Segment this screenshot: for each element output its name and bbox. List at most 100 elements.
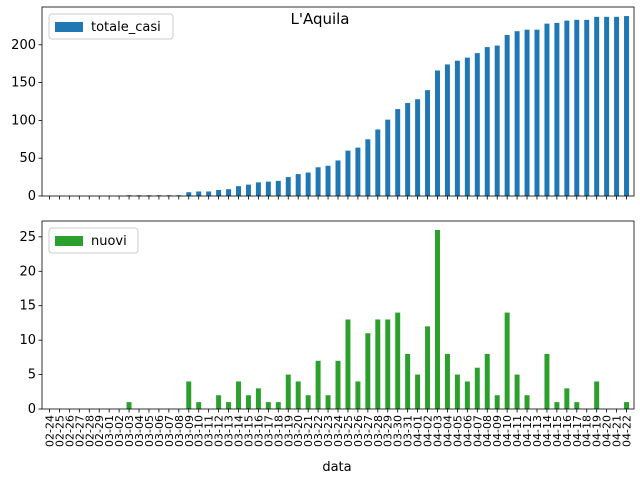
bar-nuovi-04-01 — [415, 374, 421, 409]
chart-title: L'Aquila — [290, 10, 349, 28]
x-axis-label: data — [322, 460, 351, 475]
bar-totale_casi-03-14 — [236, 186, 241, 196]
bar-nuovi-03-15 — [245, 395, 251, 409]
bar-totale_casi-03-29 — [385, 119, 391, 196]
legend-swatch-totale_casi — [55, 22, 83, 32]
bar-totale_casi-03-23 — [325, 165, 331, 196]
bar-nuovi-03-03 — [126, 402, 132, 409]
bar-totale_casi-03-22 — [315, 167, 321, 196]
bar-totale_casi-04-12 — [524, 29, 530, 197]
x-tick-label-04-13: 04-13 — [531, 415, 544, 447]
bar-totale_casi-04-22 — [624, 16, 630, 196]
bar-nuovi-04-04 — [444, 353, 450, 409]
bar-nuovi-03-14 — [236, 381, 241, 409]
x-tick-label-04-16: 04-16 — [561, 415, 574, 447]
bar-nuovi-03-20 — [295, 381, 301, 409]
bar-totale_casi-03-18 — [275, 180, 281, 196]
legend-label-totale_casi: totale_casi — [91, 20, 161, 35]
bar-totale_casi-04-15 — [554, 22, 560, 196]
bar-nuovi-03-29 — [385, 319, 391, 409]
x-tick-label-02-27: 02-27 — [73, 415, 86, 447]
bar-totale_casi-04-06 — [464, 57, 470, 196]
x-tick-label-03-26: 03-26 — [352, 415, 365, 447]
bar-nuovi-04-22 — [624, 402, 630, 409]
bar-totale_casi-03-28 — [375, 129, 381, 196]
bar-totale_casi-03-26 — [355, 147, 361, 196]
bar-nuovi-04-08 — [484, 353, 490, 409]
x-tick-label-02-28: 02-28 — [83, 415, 96, 447]
bar-nuovi-03-12 — [216, 395, 222, 409]
x-tick-label-04-04: 04-04 — [441, 415, 454, 447]
y-tick-label-totale_casi-150: 150 — [11, 76, 36, 91]
bar-nuovi-03-21 — [305, 395, 311, 409]
x-tick-label-03-06: 03-06 — [153, 415, 166, 447]
bar-totale_casi-04-16 — [564, 20, 570, 196]
x-tick-label-04-20: 04-20 — [601, 415, 614, 447]
x-tick-label-03-22: 03-22 — [312, 415, 325, 447]
x-tick-label-04-21: 04-21 — [611, 415, 624, 447]
y-tick-label-totale_casi-0: 0 — [28, 189, 36, 204]
bar-nuovi-04-11 — [514, 374, 520, 409]
bar-nuovi-03-09 — [186, 381, 192, 409]
x-tick-label-04-15: 04-15 — [551, 415, 564, 447]
x-tick-label-03-27: 03-27 — [362, 415, 375, 447]
bar-totale_casi-03-15 — [245, 184, 251, 196]
x-tick-label-03-17: 03-17 — [262, 415, 275, 447]
bar-totale_casi-04-02 — [425, 90, 431, 196]
x-tick-label-04-12: 04-12 — [521, 415, 534, 447]
x-tick-label-03-29: 03-29 — [382, 415, 395, 447]
bar-totale_casi-04-09 — [494, 45, 500, 196]
x-tick-label-03-03: 03-03 — [123, 415, 136, 447]
bar-nuovi-03-27 — [365, 333, 371, 409]
bar-nuovi-04-19 — [594, 381, 600, 409]
bar-totale_casi-04-11 — [514, 31, 520, 196]
x-tick-label-03-19: 03-19 — [282, 415, 295, 447]
x-tick-label-03-12: 03-12 — [213, 415, 226, 447]
y-tick-label-totale_casi-200: 200 — [11, 38, 36, 53]
bar-nuovi-04-02 — [425, 326, 431, 409]
bar-nuovi-04-15 — [554, 402, 560, 409]
legend-box-nuovi — [48, 227, 139, 254]
x-tick-label-03-10: 03-10 — [193, 415, 206, 447]
x-tick-label-03-15: 03-15 — [242, 415, 255, 447]
bar-totale_casi-03-21 — [305, 172, 311, 196]
bar-totale_casi-04-05 — [454, 60, 460, 197]
x-tick-label-03-16: 03-16 — [252, 415, 265, 447]
y-tick-label-nuovi-15: 15 — [19, 299, 36, 314]
bar-totale_casi-04-03 — [435, 70, 440, 196]
x-tick-label-02-24: 02-24 — [43, 415, 56, 447]
x-tick-label-03-24: 03-24 — [332, 415, 345, 447]
bar-totale_casi-04-21 — [614, 16, 620, 196]
bar-totale_casi-03-13 — [226, 189, 232, 196]
bar-totale_casi-04-08 — [484, 47, 490, 197]
bar-totale_casi-04-13 — [534, 29, 540, 197]
x-tick-label-02-26: 02-26 — [63, 415, 76, 447]
y-tick-label-nuovi-5: 5 — [28, 368, 36, 383]
x-tick-label-02-29: 02-29 — [93, 415, 106, 447]
bar-nuovi-03-13 — [226, 402, 232, 409]
bar-totale_casi-04-04 — [444, 64, 450, 197]
bar-nuovi-03-24 — [335, 360, 341, 409]
bar-nuovi-04-17 — [574, 402, 580, 409]
bar-totale_casi-04-10 — [504, 34, 510, 196]
bar-totale_casi-03-17 — [265, 181, 271, 196]
bar-totale_casi-04-17 — [574, 19, 580, 196]
y-tick-label-totale_casi-50: 50 — [19, 151, 36, 166]
legend-box-totale_casi — [48, 13, 174, 40]
x-tick-label-02-25: 02-25 — [53, 415, 66, 447]
x-tick-label-03-18: 03-18 — [272, 415, 285, 447]
bar-totale_casi-03-20 — [295, 174, 301, 196]
x-tick-label-03-09: 03-09 — [183, 415, 196, 447]
x-tick-label-03-31: 03-31 — [402, 415, 415, 447]
bar-nuovi-03-16 — [255, 388, 261, 409]
bar-totale_casi-03-27 — [365, 139, 371, 196]
x-tick-label-04-02: 04-02 — [422, 415, 435, 447]
x-tick-label-03-04: 03-04 — [133, 415, 146, 447]
x-tick-label-04-07: 04-07 — [471, 415, 484, 447]
bar-nuovi-03-18 — [275, 402, 281, 409]
bar-totale_casi-03-11 — [206, 191, 212, 196]
y-tick-label-nuovi-10: 10 — [19, 333, 36, 348]
x-tick-label-04-10: 04-10 — [501, 415, 514, 447]
bar-nuovi-04-14 — [544, 353, 550, 409]
